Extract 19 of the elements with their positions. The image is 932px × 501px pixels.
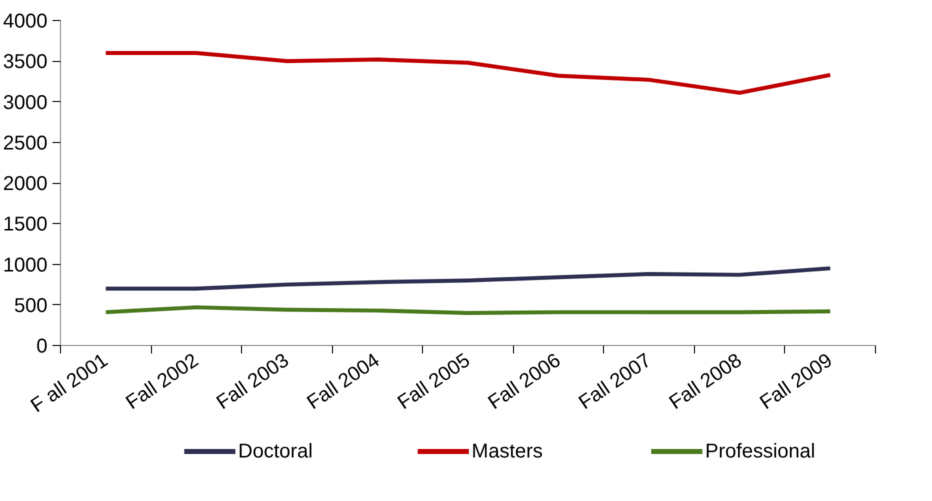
y-tick-label: 500 bbox=[14, 294, 48, 317]
x-tick-label: Fall 2009 bbox=[756, 349, 836, 414]
y-tick-label: 2000 bbox=[3, 173, 48, 195]
y-tick-label: 1500 bbox=[3, 214, 48, 236]
legend-label: Masters bbox=[472, 440, 543, 462]
x-tick-label: Fall 2002 bbox=[122, 349, 202, 414]
x-tick-label: Fall 2006 bbox=[484, 349, 565, 414]
y-tick-label: 3500 bbox=[3, 51, 48, 74]
y-tick-label: 1000 bbox=[3, 254, 48, 276]
x-tick-label: Fall 2003 bbox=[212, 349, 294, 414]
y-tick-label: 2500 bbox=[3, 132, 48, 154]
x-tick-label: Fall 2008 bbox=[666, 349, 746, 414]
y-tick-label: 0 bbox=[36, 336, 48, 358]
legend-label: Professional bbox=[705, 440, 816, 462]
line-series bbox=[104, 51, 832, 95]
y-tick-label: 4000 bbox=[3, 10, 48, 32]
line-series bbox=[104, 266, 832, 291]
legend-label: Doctoral bbox=[238, 440, 313, 462]
y-tick-label: 3000 bbox=[3, 92, 48, 114]
